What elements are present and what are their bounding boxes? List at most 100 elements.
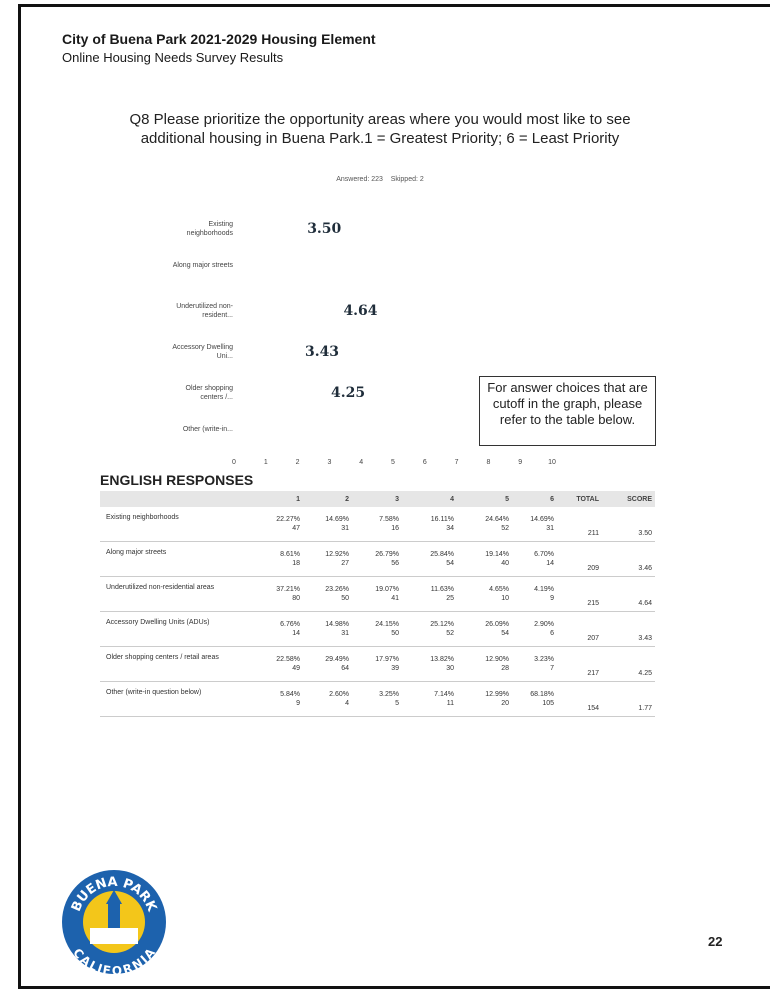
x-tick-label: 7 xyxy=(454,459,459,466)
cell: 6.76% 14 xyxy=(260,611,303,647)
cell-count: 41 xyxy=(391,595,399,602)
cell-count: 39 xyxy=(391,665,399,672)
cell: 4.65% 10 xyxy=(457,576,512,612)
cell-score: 3.46 xyxy=(602,541,655,577)
cell-count: 50 xyxy=(391,630,399,637)
cell-count: 9 xyxy=(550,595,554,602)
cell-total: 209 xyxy=(557,541,602,577)
cell-percent: 14.69% xyxy=(325,516,349,523)
row-label: Other (write-in question below) xyxy=(100,681,260,717)
cell: 12.99% 20 xyxy=(457,681,512,717)
cell: 24.64% 52 xyxy=(457,507,512,542)
cell: 68.18% 105 xyxy=(512,681,557,717)
cell-total: 215 xyxy=(557,576,602,612)
x-tick-label: 6 xyxy=(422,459,427,466)
cell-count: 27 xyxy=(341,560,349,567)
category-label: Accessory Dwelling Uni... xyxy=(172,343,233,360)
x-tick-label: 0 xyxy=(232,459,236,466)
cell-count: 52 xyxy=(446,630,454,637)
cell: 13.82% 30 xyxy=(402,646,457,682)
cell-count: 6 xyxy=(550,630,554,637)
cell-percent: 29.49% xyxy=(325,656,349,663)
table-row: Existing neighborhoods 22.27% 47 14.69% 31 7.… xyxy=(100,507,655,542)
cell-count: 31 xyxy=(341,630,349,637)
cell: 25.84% 54 xyxy=(402,541,457,577)
cell-percent: 14.69% xyxy=(530,516,554,523)
cell-count: 31 xyxy=(341,525,349,532)
cell-count: 64 xyxy=(341,665,349,672)
cell-count: 16 xyxy=(391,525,399,532)
cell: 2.60% 4 xyxy=(303,681,352,717)
cell: 37.21% 80 xyxy=(260,576,303,612)
cell-percent: 23.26% xyxy=(325,586,349,593)
cell: 11.63% 25 xyxy=(402,576,457,612)
cell-count: 7 xyxy=(550,665,554,672)
page-number: 22 xyxy=(708,934,723,949)
cell-total: 211 xyxy=(557,507,602,542)
cell-count: 18 xyxy=(292,560,300,567)
value-label: 3.50 xyxy=(307,220,342,237)
cell-count: 30 xyxy=(446,665,454,672)
cell: 7.14% 11 xyxy=(402,681,457,717)
cell-score: 3.50 xyxy=(602,507,655,542)
cell-count: 56 xyxy=(391,560,399,567)
cell: 6.70% 14 xyxy=(512,541,557,577)
cell: 19.14% 40 xyxy=(457,541,512,577)
cell: 25.12% 52 xyxy=(402,611,457,647)
cell-percent: 16.11% xyxy=(430,516,454,523)
cell-percent: 12.90% xyxy=(485,656,509,663)
cell: 22.58% 49 xyxy=(260,646,303,682)
cell-count: 10 xyxy=(501,595,509,602)
cell-total: 217 xyxy=(557,646,602,682)
cell: 23.26% 50 xyxy=(303,576,352,612)
cell: 14.98% 31 xyxy=(303,611,352,647)
x-tick-label: 1 xyxy=(263,459,268,466)
cell: 29.49% 64 xyxy=(303,646,352,682)
row-label: Underutilized non-residential areas xyxy=(100,576,260,612)
cell-percent: 12.99% xyxy=(485,691,509,698)
cell: 5.84% 9 xyxy=(260,681,303,717)
cell-percent: 11.63% xyxy=(430,586,454,593)
cell-count: 14 xyxy=(546,560,554,567)
cell-percent: 4.19% xyxy=(534,586,554,593)
cell-percent: 12.92% xyxy=(325,551,349,558)
chart-title: Q8 Please prioritize the opportunity are… xyxy=(129,111,631,147)
row-label: Existing neighborhoods xyxy=(100,507,260,542)
cell: 24.15% 50 xyxy=(352,611,402,647)
cell: 14.69% 31 xyxy=(303,507,352,542)
table-row: Older shopping centers / retail areas 22.… xyxy=(100,646,655,682)
cell: 17.97% 39 xyxy=(352,646,402,682)
cell: 14.69% 31 xyxy=(512,507,557,542)
cell-score: 4.64 xyxy=(602,576,655,612)
cell-percent: 24.15% xyxy=(375,621,399,628)
cell-count: 20 xyxy=(501,700,509,707)
column-header: 5 xyxy=(457,491,512,507)
row-label: Along major streets xyxy=(100,541,260,577)
bar-chart: 3.50 Existing neighborhoods 3.46 Along majo… xyxy=(0,0,776,480)
x-tick-label: 9 xyxy=(518,459,523,466)
cell-percent: 3.25% xyxy=(379,691,399,698)
cell-percent: 25.12% xyxy=(430,621,454,628)
logo-banner xyxy=(90,928,138,944)
cell-percent: 6.76% xyxy=(280,621,300,628)
city-logo: BUENA PARK CALIFORNIA xyxy=(62,870,166,976)
cell-score: 1.77 xyxy=(602,681,655,717)
x-tick-label: 2 xyxy=(295,459,300,466)
cell-percent: 26.09% xyxy=(485,621,509,628)
cell: 12.90% 28 xyxy=(457,646,512,682)
cell-count: 28 xyxy=(501,665,509,672)
cell: 16.11% 34 xyxy=(402,507,457,542)
cell-percent: 8.61% xyxy=(280,551,300,558)
cell-percent: 6.70% xyxy=(534,551,554,558)
cell-percent: 19.07% xyxy=(375,586,399,593)
table-row: Accessory Dwelling Units (ADUs) 6.76% 14 14… xyxy=(100,611,655,647)
cell-count: 5 xyxy=(395,700,399,707)
cell-percent: 22.27% xyxy=(276,516,300,523)
cell-score: 3.43 xyxy=(602,611,655,647)
category-label: Underutilized non-resident... xyxy=(176,302,233,319)
value-label: 4.25 xyxy=(331,384,366,401)
cell-count: 9 xyxy=(296,700,300,707)
cell-percent: 25.84% xyxy=(430,551,454,558)
note-box: For answer choices that are cutoff in th… xyxy=(479,376,656,446)
cell: 2.90% 6 xyxy=(512,611,557,647)
